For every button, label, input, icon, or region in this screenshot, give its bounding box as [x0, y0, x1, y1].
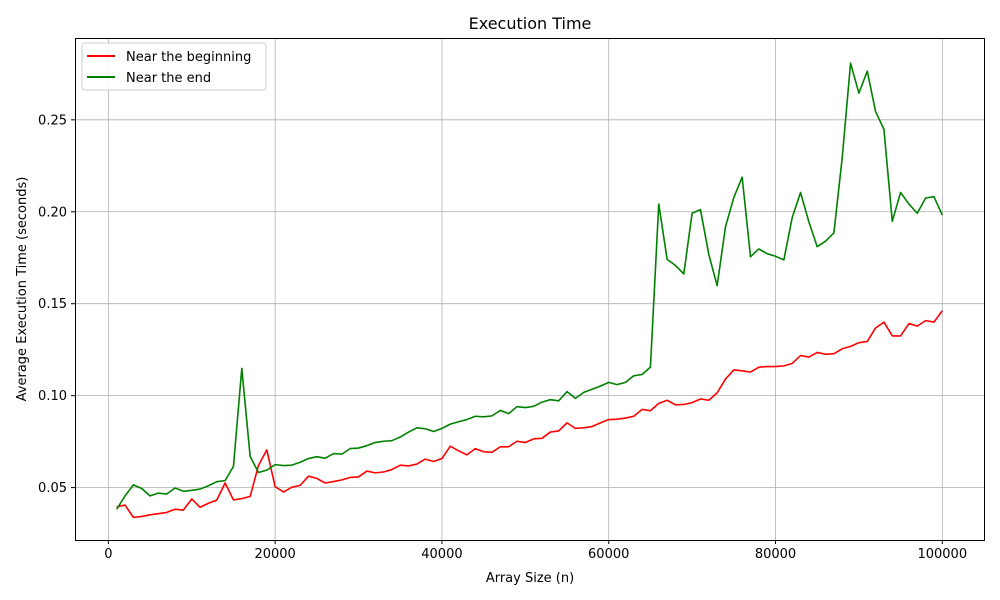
y-tick-label: 0.20 — [38, 205, 67, 220]
x-tick-label: 100000 — [917, 547, 967, 562]
y-tick-label: 0.10 — [38, 389, 67, 404]
legend-label-series-0: Near the beginning — [126, 50, 251, 65]
y-tick-label: 0.25 — [38, 113, 67, 128]
legend: Near the beginning Near the end — [81, 42, 267, 91]
y-tick-label: 0.05 — [38, 481, 67, 496]
y-axis-label: Average Execution Time (seconds) — [15, 177, 30, 402]
series-layer — [116, 62, 944, 519]
y-ticks: 0.05 0.10 0.15 0.20 0.25 — [38, 113, 75, 496]
x-tick-label: 80000 — [755, 547, 796, 562]
series-line-0 — [116, 310, 943, 519]
x-ticks: 0 20000 40000 60000 80000 100000 — [104, 540, 967, 562]
legend-label-series-1: Near the end — [126, 71, 211, 86]
legend-box — [81, 42, 267, 91]
x-tick-label: 60000 — [588, 547, 629, 562]
y-tick-label: 0.15 — [38, 297, 67, 312]
x-tick-label: 40000 — [421, 547, 462, 562]
series-line-1 — [116, 62, 944, 510]
x-axis-label: Array Size (n) — [486, 571, 574, 586]
x-tick-label: 0 — [104, 547, 112, 562]
x-tick-label: 20000 — [254, 547, 295, 562]
plot-frame — [75, 38, 985, 541]
chart-title: Execution Time — [469, 14, 592, 33]
grid-layer — [75, 38, 984, 540]
